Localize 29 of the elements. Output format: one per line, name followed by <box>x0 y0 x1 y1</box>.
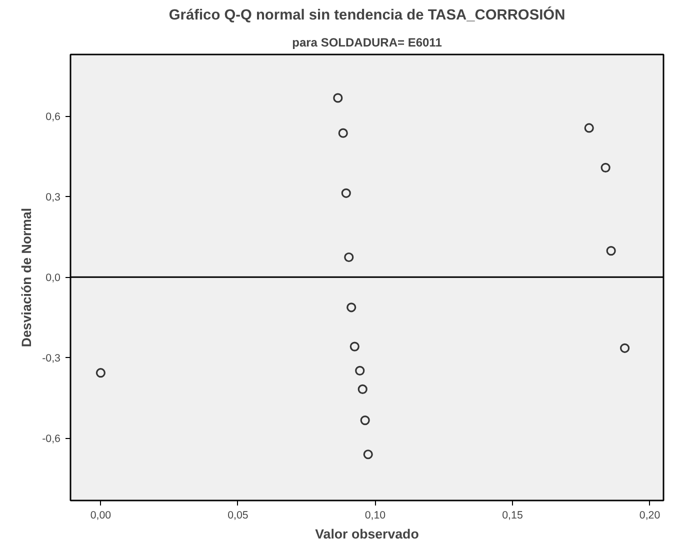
x-axis-title: Valor observado <box>315 526 419 542</box>
y-axis-title: Desviación de Normal <box>19 208 34 348</box>
y-tick-label: -0,6 <box>42 433 61 446</box>
y-tick-label: 0,3 <box>46 192 61 204</box>
point <box>363 450 373 460</box>
point <box>344 252 354 262</box>
point <box>355 366 365 376</box>
x-tick-label: 0,00 <box>90 510 112 522</box>
chart-title: Gráfico Q-Q normal sin tendencia de TASA_CORROSIÓN <box>168 6 566 24</box>
x-tick-label: 0,20 <box>639 510 660 522</box>
point <box>96 368 106 378</box>
y-tick-label: 0,6 <box>46 111 61 124</box>
x-tick-label: 0,10 <box>364 510 386 522</box>
y-tick-label: -0,3 <box>42 352 61 365</box>
point <box>360 416 370 426</box>
point <box>358 384 368 394</box>
point <box>341 188 351 198</box>
y-tick-label: 0,0 <box>46 272 61 284</box>
x-tick-label: 0,15 <box>502 510 523 522</box>
point <box>620 343 630 353</box>
point <box>606 246 616 256</box>
point <box>600 162 610 172</box>
point <box>338 128 348 138</box>
chart-subtitle: para SOLDADURA= E6011 <box>292 36 442 50</box>
point <box>346 302 356 312</box>
point <box>333 93 343 103</box>
x-tick-label: 0,05 <box>228 510 248 522</box>
point <box>584 123 594 133</box>
point <box>350 342 360 352</box>
